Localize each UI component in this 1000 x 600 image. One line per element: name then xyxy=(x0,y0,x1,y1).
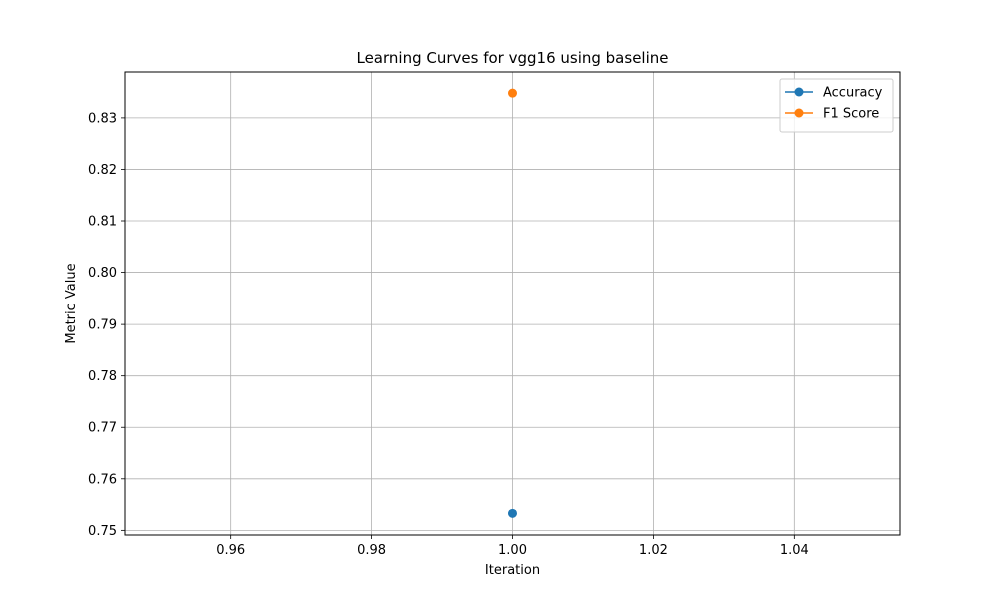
y-tick-label: 0.77 xyxy=(88,421,117,436)
x-tick-label: 0.98 xyxy=(357,543,386,558)
legend: Accuracy F1 Score xyxy=(779,78,894,133)
legend-label: F1 Score xyxy=(823,107,879,122)
legend-item: Accuracy xyxy=(785,86,883,101)
series-layer xyxy=(508,88,517,518)
y-tick-label: 0.76 xyxy=(88,472,117,487)
y-tick-label: 0.80 xyxy=(88,266,117,281)
x-axis-label: Iteration xyxy=(485,563,540,578)
data-point xyxy=(508,88,517,98)
data-point xyxy=(508,508,517,518)
y-tick-label: 0.75 xyxy=(88,524,117,539)
legend-marker xyxy=(794,87,804,97)
ticks: 0.96 0.98 1.00 1.02 1.04 0.75 0.76 0.77 0.78 0.79… xyxy=(88,111,809,558)
y-tick-label: 0.83 xyxy=(88,111,117,126)
series-accuracy xyxy=(508,508,517,518)
legend-marker xyxy=(794,108,804,118)
x-tick-label: 0.96 xyxy=(216,543,245,558)
legend-label: Accuracy xyxy=(823,86,883,101)
y-tick-label: 0.82 xyxy=(88,163,117,178)
x-tick-label: 1.02 xyxy=(639,543,668,558)
legend-item: F1 Score xyxy=(785,107,879,122)
chart-title: Learning Curves for vgg16 using baseline xyxy=(356,49,668,67)
y-axis-label: Metric Value xyxy=(64,263,79,343)
y-tick-label: 0.78 xyxy=(88,369,117,384)
x-tick-label: 1.00 xyxy=(498,543,527,558)
x-tick-label: 1.04 xyxy=(780,543,809,558)
y-tick-label: 0.79 xyxy=(88,318,117,333)
grid xyxy=(125,72,900,535)
y-tick-label: 0.81 xyxy=(88,215,117,230)
series-f1-score xyxy=(508,88,517,98)
